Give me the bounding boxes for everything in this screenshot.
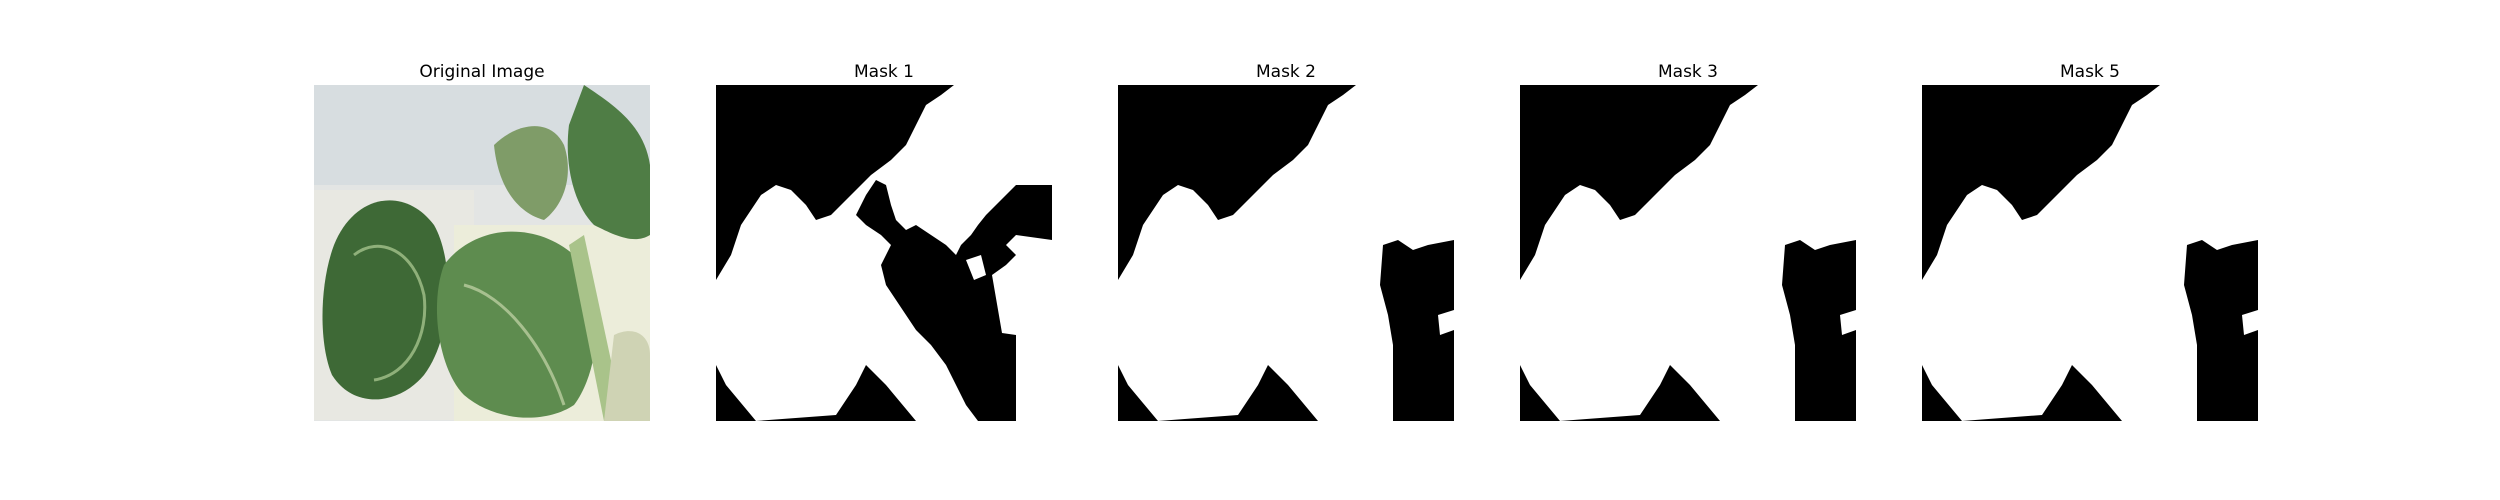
mask-image-5 bbox=[1922, 85, 2258, 421]
panel-mask-5: Mask 5 bbox=[1922, 60, 2258, 426]
panel-title: Mask 1 bbox=[853, 62, 914, 82]
original-photo bbox=[314, 85, 650, 421]
panel-mask-1: Mask 1 bbox=[716, 60, 1052, 426]
mask-image-3 bbox=[1520, 85, 1856, 421]
mask-image-2 bbox=[1118, 85, 1454, 421]
panel-title: Original Image bbox=[419, 62, 545, 82]
panel-mask-2: Mask 2 bbox=[1118, 60, 1454, 426]
panel-mask-3: Mask 3 bbox=[1520, 60, 1856, 426]
panel-title: Mask 2 bbox=[1255, 62, 1316, 82]
panel-original-image: Original Image bbox=[314, 60, 650, 426]
panel-title: Mask 5 bbox=[2059, 62, 2120, 82]
mask-image-1 bbox=[716, 85, 1052, 421]
panel-title: Mask 3 bbox=[1657, 62, 1718, 82]
